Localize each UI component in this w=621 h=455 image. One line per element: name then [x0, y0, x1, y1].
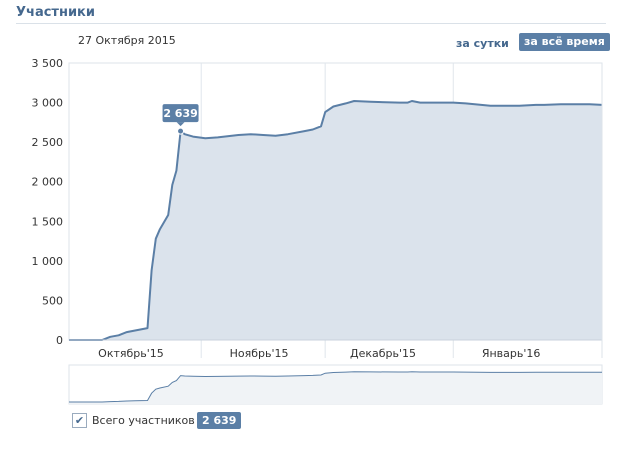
legend-checkbox[interactable]: ✔: [72, 413, 87, 428]
check-icon: ✔: [74, 414, 85, 427]
y-tick-label: 3 500: [32, 57, 64, 70]
y-tick-label: 0: [56, 334, 63, 347]
tooltip-box: [162, 104, 199, 123]
range-day-link[interactable]: за сутки: [456, 37, 509, 50]
x-tick-label: Декабрь'15: [350, 347, 416, 360]
y-tick-label: 500: [42, 294, 63, 307]
legend: ✔ Всего участников: [72, 413, 195, 428]
series-line: [69, 100, 603, 341]
y-tick-label: 2 500: [32, 136, 64, 149]
y-tick-label: 1 500: [32, 215, 64, 228]
highlight-point: [177, 127, 185, 135]
y-tick-label: 1 000: [32, 255, 64, 268]
tooltip-value: 2 639: [163, 107, 197, 120]
date-label: 27 Октября 2015: [78, 34, 176, 47]
x-tick-label: Октябрь'15: [98, 347, 164, 360]
tooltip-arrow: [176, 122, 185, 127]
series-area: [69, 101, 602, 340]
range-all-button[interactable]: за всё время: [519, 33, 610, 51]
y-tick-label: 2 000: [32, 176, 64, 189]
page-title: Участники: [16, 5, 95, 20]
y-tick-label: 3 000: [32, 97, 64, 110]
legend-label: Всего участников: [92, 414, 195, 427]
navigator-line: [69, 371, 603, 403]
title-divider: [16, 23, 606, 24]
legend-value-badge: 2 639: [197, 412, 242, 429]
navigator-area: [69, 371, 602, 404]
x-tick-label: Январь'16: [482, 347, 541, 360]
x-tick-label: Ноябрь'15: [230, 347, 289, 360]
value-tooltip: 2 639: [162, 104, 199, 127]
